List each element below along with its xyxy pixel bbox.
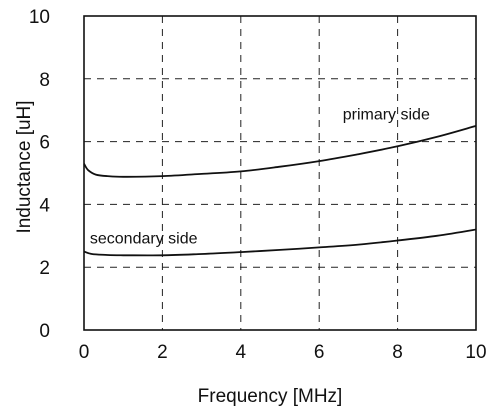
series-label-primary: primary side — [343, 107, 430, 124]
series-line-secondary — [83, 228, 477, 257]
series-line-primary — [83, 125, 477, 178]
y-tick-label: 0 — [39, 321, 50, 342]
y-tick-label: 2 — [39, 258, 50, 279]
x-axis-title: Frequency [MHz] — [198, 386, 343, 407]
y-tick-label: 10 — [29, 7, 50, 28]
y-axis-title: Inductance [uH] — [14, 100, 35, 233]
plot-frame — [83, 15, 477, 331]
y-tick-label: 8 — [39, 70, 50, 91]
x-tick-label: 6 — [314, 342, 325, 363]
x-tick-label: 4 — [236, 342, 247, 363]
x-tick-label: 8 — [392, 342, 403, 363]
series-labels: primary side secondary side — [90, 107, 430, 248]
x-tick-label: 10 — [465, 342, 486, 363]
tick-labels: 0 2 4 6 8 10 0 2 4 6 8 10 — [29, 7, 487, 363]
x-tick-label: 2 — [157, 342, 168, 363]
x-tick-label: 0 — [79, 342, 90, 363]
y-tick-label: 6 — [39, 133, 50, 154]
series-group — [83, 125, 477, 257]
grid — [84, 16, 476, 330]
series-label-secondary: secondary side — [90, 231, 198, 248]
y-tick-label: 4 — [39, 195, 50, 216]
